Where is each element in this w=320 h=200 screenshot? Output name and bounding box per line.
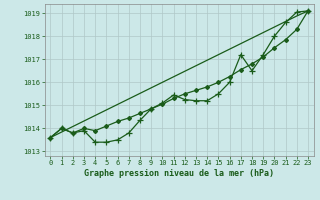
X-axis label: Graphe pression niveau de la mer (hPa): Graphe pression niveau de la mer (hPa) (84, 169, 274, 178)
